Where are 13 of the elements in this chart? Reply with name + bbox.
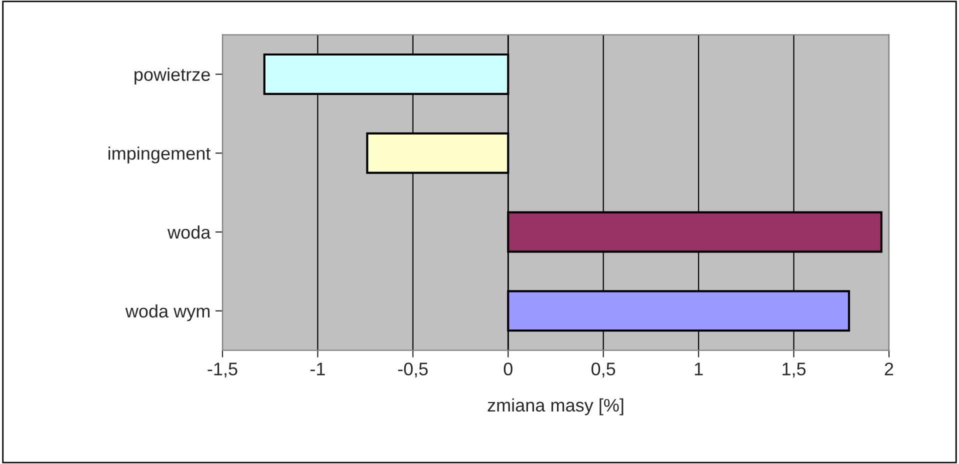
- x-tick-label: 1: [694, 362, 703, 376]
- x-tick-label: -0,5: [398, 362, 428, 378]
- x-tick-label: 0,5: [592, 362, 616, 378]
- y-tick-label: woda wym: [125, 304, 210, 322]
- x-axis-title: zmiana masy [%]: [488, 398, 624, 416]
- y-tick-label: impingement: [108, 146, 211, 164]
- x-tick-label: -1: [310, 362, 325, 376]
- y-tick-label: woda: [167, 225, 211, 239]
- x-tick-label: -1,5: [208, 362, 238, 378]
- y-tick-label: powietrze: [134, 68, 210, 85]
- x-tick-label: 1,5: [782, 362, 806, 378]
- x-tick-label: 2: [884, 362, 894, 376]
- x-tick-label: 0: [504, 362, 512, 376]
